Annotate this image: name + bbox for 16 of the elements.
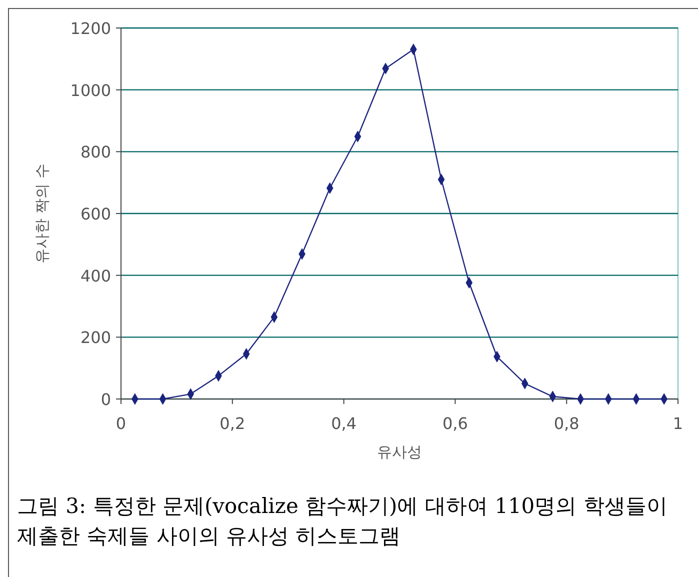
x-tick-label: 0 — [116, 414, 126, 433]
y-tick-label: 1000 — [70, 80, 111, 100]
x-tick-label: 0,8 — [554, 414, 580, 433]
x-tick-label: 0,4 — [331, 414, 357, 433]
x-axis-title: 유사성 — [377, 443, 422, 461]
caption: 그림 3: 특정한 문제(vocalize 함수짜기)에 대하여 110명의 학생들이 제출한 숙제들 사이의 유사성 히스토그램 — [17, 493, 668, 550]
y-tick-label: 0 — [100, 390, 111, 409]
y-tick-label: 200 — [80, 328, 111, 348]
y-tick-label: 400 — [80, 266, 111, 286]
y-tick-label: 1200 — [70, 19, 111, 38]
x-tick-label: 1 — [672, 414, 684, 433]
x-tick-label: 0,2 — [220, 414, 246, 433]
y-tick-label: 600 — [80, 204, 111, 224]
x-tick-label: 0,6 — [442, 414, 468, 433]
y-axis-title: 유사한 짝의 수 — [33, 164, 51, 264]
y-tick-label: 800 — [80, 142, 111, 162]
